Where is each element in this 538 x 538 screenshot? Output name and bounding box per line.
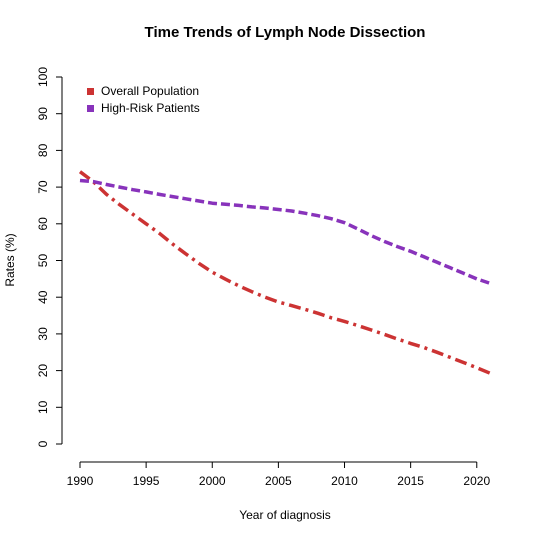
- chart-title: Time Trends of Lymph Node Dissection: [145, 24, 426, 41]
- y-tick-label: 60: [36, 217, 50, 231]
- y-tick-label: 0: [36, 440, 50, 447]
- axes: 0 10 20 30 40 50 60 70 80 90 100 1990 1995 2000 2005 20…: [36, 67, 490, 488]
- x-tick-label: 2010: [331, 474, 358, 488]
- y-tick-label: 50: [36, 254, 50, 268]
- x-tick-label: 1995: [133, 474, 160, 488]
- legend-label: High-Risk Patients: [101, 101, 200, 115]
- series-layer: [78, 170, 491, 375]
- y-tick-label: 10: [36, 400, 50, 414]
- y-tick-label: 70: [36, 180, 50, 194]
- series-line-high-risk-patients: [79, 178, 491, 285]
- x-axis-label: Year of diagnosis: [239, 508, 331, 522]
- y-tick-label: 30: [36, 327, 50, 341]
- legend: Overall Population High-Risk Patients: [87, 84, 200, 115]
- legend-swatch: [87, 105, 94, 112]
- y-tick-label: 40: [36, 290, 50, 304]
- x-tick-label: 1990: [67, 474, 94, 488]
- x-tick-label: 2000: [199, 474, 226, 488]
- y-tick-label: 80: [36, 143, 50, 157]
- y-tick-label: 20: [36, 364, 50, 378]
- y-axis-label: Rates (%): [3, 233, 17, 286]
- x-tick-label: 2015: [397, 474, 424, 488]
- y-tick-label: 100: [36, 67, 50, 87]
- y-tick-label: 90: [36, 107, 50, 121]
- legend-swatch: [87, 88, 94, 95]
- x-tick-label: 2020: [463, 474, 490, 488]
- x-tick-label: 2005: [265, 474, 292, 488]
- legend-label: Overall Population: [101, 84, 199, 98]
- series-line-overall-population: [78, 170, 491, 375]
